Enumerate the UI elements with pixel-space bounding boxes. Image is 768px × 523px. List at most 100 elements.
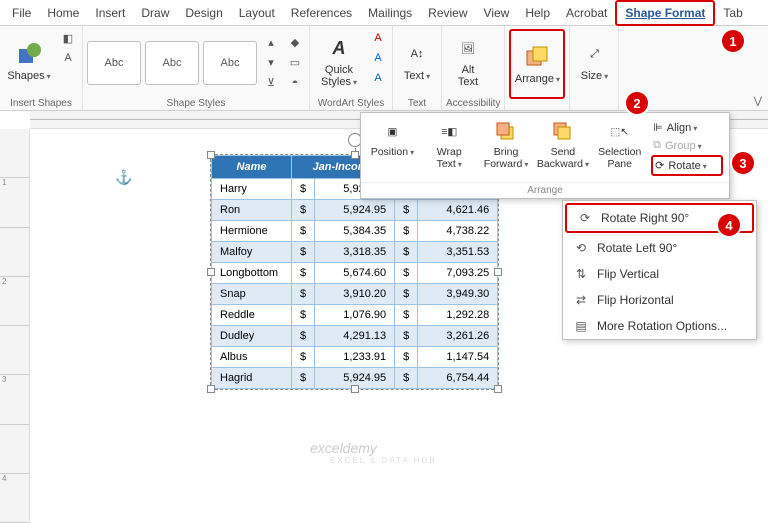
cell-feb: 4,738.22: [418, 221, 498, 242]
tab-review[interactable]: Review: [420, 2, 475, 24]
gallery-up-icon[interactable]: ▴: [261, 34, 281, 52]
dd-bring-forward[interactable]: Bring Forward: [479, 117, 534, 178]
cell-name: Snap: [212, 284, 292, 305]
tab-references[interactable]: References: [283, 2, 360, 24]
tab-mailings[interactable]: Mailings: [360, 2, 420, 24]
style-thumb-3[interactable]: Abc: [203, 41, 257, 85]
tab-file[interactable]: File: [4, 2, 39, 24]
quick-styles-button[interactable]: A Quick Styles: [314, 29, 364, 93]
tab-insert[interactable]: Insert: [87, 2, 133, 24]
cell-feb: 4,621.46: [418, 200, 498, 221]
tab-shape-format[interactable]: Shape Format: [615, 0, 715, 26]
gallery-down-icon[interactable]: ▾: [261, 54, 281, 72]
cell-cur-jan: $: [292, 221, 315, 242]
shapes-button[interactable]: Shapes: [4, 29, 54, 93]
dd-selection-pane[interactable]: ⬚↖Selection Pane: [592, 117, 647, 178]
flip-vertical[interactable]: ⇅Flip Vertical: [563, 261, 756, 287]
gallery-more-icon[interactable]: ⊻: [261, 74, 281, 92]
cell-name: Hermione: [212, 221, 292, 242]
style-thumb-2[interactable]: Abc: [145, 41, 199, 85]
edit-shape-icon[interactable]: ◧: [58, 29, 78, 47]
resize-handle-e[interactable]: [494, 268, 502, 276]
rotate-right-icon: ⟳: [577, 211, 593, 225]
cell-feb: 6,754.44: [418, 368, 498, 389]
cell-cur-feb: $: [395, 347, 418, 368]
arrange-dropdown: ▣Position ≡◧Wrap Text Bring Forward Send…: [360, 112, 730, 199]
arrange-button[interactable]: Arrange: [512, 32, 562, 96]
table-row: Dudley$4,291.13$3,261.26: [212, 326, 498, 347]
tab-layout[interactable]: Layout: [231, 2, 283, 24]
group-size: ⤢ Size: [570, 26, 619, 110]
table-row: Ron$5,924.95$4,621.46: [212, 200, 498, 221]
cell-feb: 3,949.30: [418, 284, 498, 305]
tab-draw[interactable]: Draw: [133, 2, 177, 24]
resize-handle-sw[interactable]: [207, 385, 215, 393]
text-effects-icon[interactable]: A: [368, 69, 388, 87]
text-box-icon[interactable]: A: [58, 49, 78, 67]
ruler-vertical: 1234: [0, 129, 30, 523]
group-label-accessibility: Accessibility: [446, 96, 500, 110]
table-row: Snap$3,910.20$3,949.30: [212, 284, 498, 305]
dd-rotate[interactable]: ⟳Rotate: [651, 155, 723, 176]
flip-horizontal-label: Flip Horizontal: [597, 293, 674, 307]
rotate-left-label: Rotate Left 90°: [597, 241, 677, 255]
dd-position[interactable]: ▣Position: [365, 117, 420, 178]
cell-jan: 5,924.95: [315, 200, 395, 221]
tab-home[interactable]: Home: [39, 2, 87, 24]
group-label-wordart: WordArt Styles: [314, 96, 388, 110]
group-shape-styles: Abc Abc Abc ▴ ▾ ⊻ ◆ ▭ ◓ Shape Styles: [83, 26, 310, 110]
table-row: Reddle$1,076.90$1,292.28: [212, 305, 498, 326]
text-outline-icon[interactable]: A: [368, 49, 388, 67]
tab-design[interactable]: Design: [177, 2, 230, 24]
cell-cur-feb: $: [395, 221, 418, 242]
cell-feb: 3,261.26: [418, 326, 498, 347]
shape-effects-icon[interactable]: ◓: [285, 74, 305, 92]
cell-cur-jan: $: [292, 284, 315, 305]
tab-acrobat[interactable]: Acrobat: [558, 2, 615, 24]
style-thumb-1[interactable]: Abc: [87, 41, 141, 85]
resize-handle-s[interactable]: [351, 385, 359, 393]
dd-wrap-text[interactable]: ≡◧Wrap Text: [422, 117, 477, 178]
table-row: Malfoy$3,318.35$3,351.53: [212, 242, 498, 263]
resize-handle-se[interactable]: [494, 385, 502, 393]
tab-more[interactable]: Tab: [715, 2, 750, 24]
alt-text-button[interactable]: 🖼 Alt Text: [446, 29, 490, 93]
resize-handle-nw[interactable]: [207, 151, 215, 159]
cell-jan: 4,291.13: [315, 326, 395, 347]
more-rotation-options[interactable]: ▤More Rotation Options...: [563, 313, 756, 339]
cell-feb: 7,093.25: [418, 263, 498, 284]
cell-jan: 1,076.90: [315, 305, 395, 326]
cell-cur-jan: $: [292, 200, 315, 221]
send-backward-icon: [550, 119, 576, 145]
size-icon: ⤢: [580, 40, 608, 68]
cell-cur-feb: $: [395, 284, 418, 305]
dd-align[interactable]: ⊫Align: [651, 119, 723, 136]
shape-outline-icon[interactable]: ▭: [285, 54, 305, 72]
cell-cur-jan: $: [292, 179, 315, 200]
dd-send-backward[interactable]: Send Backward: [535, 117, 590, 178]
resize-handle-w[interactable]: [207, 268, 215, 276]
text-fill-icon[interactable]: A: [368, 29, 388, 47]
flip-horizontal[interactable]: ⇄Flip Horizontal: [563, 287, 756, 313]
ribbon: Shapes ◧ A Insert Shapes Abc Abc Abc ▴ ▾…: [0, 26, 768, 111]
cell-feb: 3,351.53: [418, 242, 498, 263]
resize-handle-n[interactable]: [351, 151, 359, 159]
size-button[interactable]: ⤢ Size: [574, 29, 614, 93]
cell-cur-jan: $: [292, 263, 315, 284]
tab-view[interactable]: View: [476, 2, 518, 24]
shape-fill-icon[interactable]: ◆: [285, 34, 305, 52]
rotate-left-90[interactable]: ⟲Rotate Left 90°: [563, 235, 756, 261]
col-name: Name: [212, 156, 292, 179]
text-direction-button[interactable]: A↕ Text: [397, 29, 437, 93]
wrap-text-icon: ≡◧: [436, 119, 462, 145]
group-label-insert-shapes: Insert Shapes: [4, 96, 78, 110]
dd-group: ⧉Group: [651, 137, 723, 154]
collapse-ribbon-icon[interactable]: ⋁: [754, 96, 762, 107]
group-label-shape-styles: Shape Styles: [87, 96, 305, 110]
align-icon: ⊫: [653, 121, 663, 134]
cell-cur-feb: $: [395, 200, 418, 221]
tab-help[interactable]: Help: [517, 2, 558, 24]
cell-name: Dudley: [212, 326, 292, 347]
cell-jan: 5,674.60: [315, 263, 395, 284]
rotate-right-label: Rotate Right 90°: [601, 211, 689, 225]
